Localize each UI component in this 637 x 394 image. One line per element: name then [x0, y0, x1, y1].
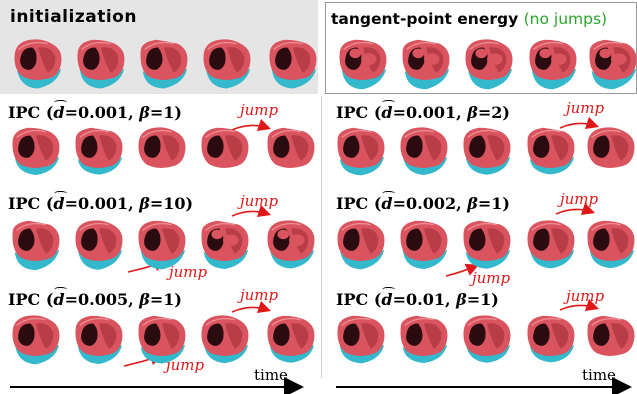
time-label: time [254, 366, 288, 384]
surface-shape [12, 315, 60, 365]
surface-shape [269, 39, 317, 89]
surface-shape [267, 315, 315, 363]
surface-shape [201, 127, 249, 169]
surface-shape [589, 39, 637, 90]
surface-shape [267, 127, 315, 169]
surface-shape [75, 127, 123, 175]
surface-shape [337, 127, 385, 176]
surface-shape [465, 39, 513, 90]
surface-shape [201, 315, 249, 364]
jump-label: jump [169, 263, 208, 281]
surface-shape [337, 315, 385, 364]
jump-arrow [231, 204, 272, 218]
surface-shape [587, 220, 635, 269]
jump-arrow [559, 298, 600, 312]
surface-shape [587, 127, 635, 169]
surface-shape [138, 220, 186, 270]
surface-shape [400, 127, 448, 176]
surface-shape [12, 127, 60, 175]
jump-label: jump [240, 101, 279, 119]
surface-shape [400, 315, 448, 364]
surface-shape [14, 39, 62, 89]
tangent-point-title-text: tangent-point energy [331, 10, 519, 28]
surface-shape [587, 315, 635, 357]
surface-shape [267, 220, 315, 269]
row-label-ipc-d0.002-b1: IPC (d=0.002, β=1) [336, 191, 510, 213]
tangent-point-title: tangent-point energy (no jumps) [331, 10, 607, 28]
surface-shape [12, 220, 60, 271]
jump-label: jump [566, 99, 605, 117]
jump-label: jump [240, 286, 279, 304]
surface-shape [339, 39, 387, 90]
surface-shape [402, 39, 450, 90]
row-label-ipc-d0.005-b1: IPC (d=0.005, β=1) [8, 287, 182, 309]
surface-shape [527, 315, 575, 363]
surface-shape [527, 220, 575, 269]
surface-shape [463, 127, 511, 175]
surface-shape [337, 220, 385, 270]
surface-shape [463, 220, 511, 269]
surface-shape [527, 127, 575, 175]
time-label: time [582, 366, 616, 384]
jump-arrow [231, 300, 272, 314]
surface-shape [138, 127, 186, 169]
jump-label: jump [472, 269, 511, 287]
initialization-title: initialization [10, 7, 137, 27]
surface-shape [400, 220, 448, 270]
jump-arrow [559, 116, 600, 130]
surface-shape [140, 39, 188, 89]
surface-shape [201, 220, 249, 269]
surface-shape [75, 220, 123, 270]
surface-shape [463, 315, 511, 363]
surface-shape [138, 315, 186, 364]
column-divider [321, 96, 322, 378]
jump-label: jump [166, 356, 205, 374]
row-label-ipc-d0.001-b1: IPC (d=0.001, β=1) [8, 100, 182, 122]
row-label-ipc-d0.01-b1: IPC (d=0.01, β=1) [336, 287, 499, 309]
jump-arrow [445, 263, 479, 277]
jump-arrow [231, 118, 272, 132]
row-label-ipc-d0.001-b2: IPC (d=0.001, β=2) [336, 100, 510, 122]
surface-shape [77, 39, 125, 89]
surface-shape [203, 39, 251, 89]
no-jumps-note: (no jumps) [523, 10, 608, 28]
jump-arrow [555, 202, 596, 216]
surface-shape [75, 315, 123, 364]
surface-shape [529, 39, 577, 90]
row-label-ipc-d0.001-b10: IPC (d=0.001, β=10) [8, 191, 194, 213]
